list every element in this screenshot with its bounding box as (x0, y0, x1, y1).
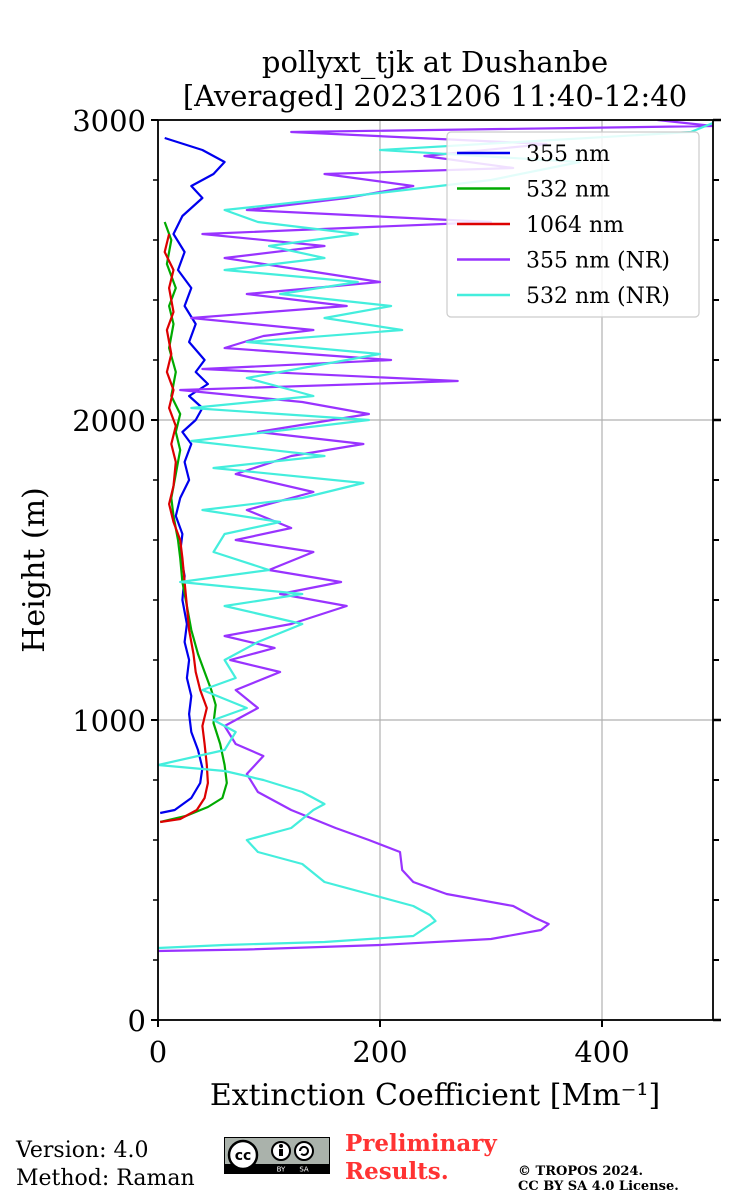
attribution-head (279, 1144, 283, 1148)
chart-title-line1: pollyxt_tjk at Dushanbe (262, 45, 608, 80)
plot-frame (157, 119, 714, 1021)
preliminary-line2: Results. (345, 1158, 449, 1185)
preliminary-results-note: Preliminary Results. (345, 1130, 497, 1186)
copyright-notice: © TROPOS 2024. CC BY SA 4.0 License. (518, 1164, 679, 1194)
method-label: Method: Raman (16, 1166, 195, 1191)
extinction-profile-chart: pollyxt_tjk at Dushanbe [Averaged] 20231… (17, 45, 721, 1113)
series-line-355-nm (159, 136, 226, 815)
series-line-532-nm-nr- (158, 121, 713, 950)
x-tick-label: 0 (149, 1035, 167, 1069)
badge-sa-text: SA (299, 1166, 309, 1174)
y-tick-label: 1000 (72, 704, 146, 738)
y-tick-label: 3000 (72, 104, 146, 138)
y-axis-label: Height (m) (17, 487, 52, 652)
legend-label: 355 nm (NR) (526, 249, 670, 274)
series-line-532-nm (159, 221, 228, 824)
legend-label: 532 nm (NR) (526, 284, 670, 309)
x-axis-label: Extinction Coefficient [Mm⁻¹] (210, 1078, 660, 1113)
copyright-line2: CC BY SA 4.0 License. (518, 1179, 679, 1194)
share-alike-icon (294, 1141, 314, 1161)
series-line-355-nm-nr- (158, 120, 713, 953)
cc-by-sa-license-badge[interactable]: cc BY SA (224, 1137, 330, 1174)
axis-ticks: 0 200 400 0 1000 2000 3000 (72, 104, 721, 1069)
chart-title-line2: [Averaged] 20231206 11:40-12:40 (183, 79, 687, 113)
legend-box (446, 131, 700, 318)
y-tick-label: 2000 (72, 404, 146, 438)
preliminary-line1: Preliminary (345, 1130, 497, 1157)
series-line-1064-nm (160, 233, 209, 824)
x-tick-label: 200 (352, 1035, 407, 1069)
y-tick-label: 0 (128, 1004, 146, 1038)
legend: 355 nm 532 nm 1064 nm 355 nm (NR) 532 nm (NR… (446, 131, 700, 318)
legend-label: 355 nm (526, 142, 610, 167)
legend-label: 1064 nm (526, 213, 624, 238)
cc-letters: cc (235, 1148, 252, 1164)
version-label: Version: 4.0 (16, 1138, 149, 1163)
x-tick-label: 400 (574, 1035, 629, 1069)
copyright-line1: © TROPOS 2024. (518, 1164, 644, 1179)
attribution-body (279, 1149, 283, 1156)
legend-label: 532 nm (526, 178, 610, 203)
series-group (158, 120, 713, 953)
share-alike-arrow (298, 1145, 309, 1156)
cc-logo-icon (227, 1139, 259, 1171)
badge-by-text: BY (277, 1166, 286, 1174)
